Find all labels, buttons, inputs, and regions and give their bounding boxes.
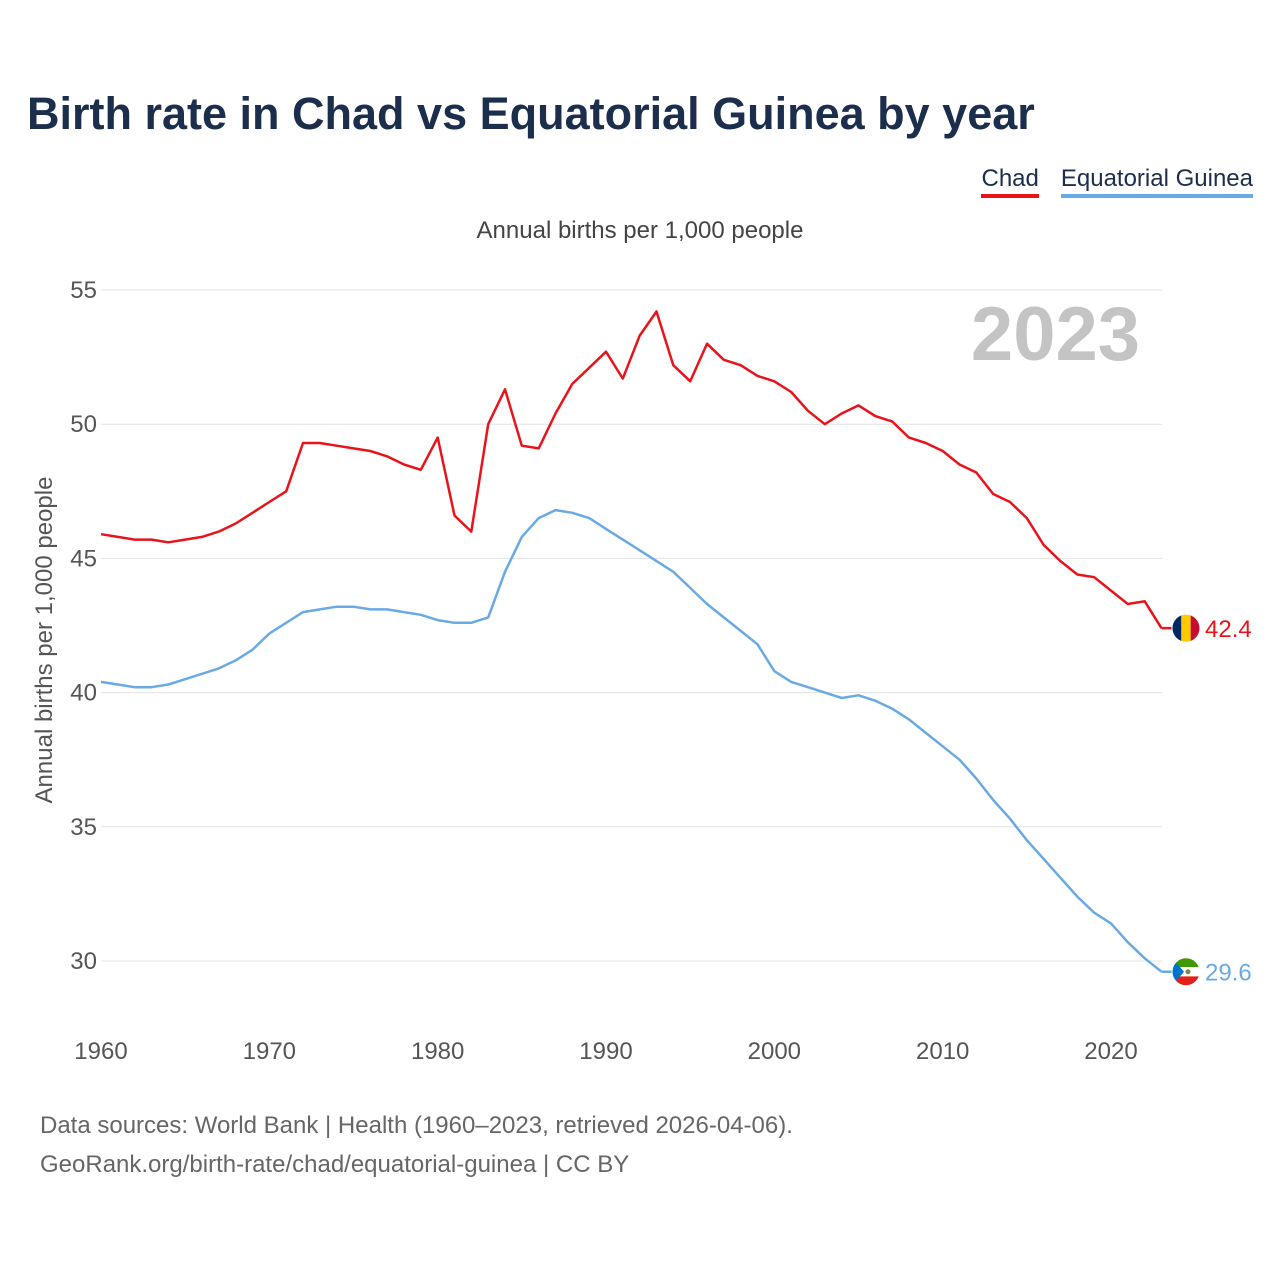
end-markers: 42.4 29.6 [1161, 613, 1252, 987]
series-line-equatorial-guinea [100, 508, 1163, 973]
y-tick-label: 50 [70, 411, 97, 438]
equatorial-guinea-flag-icon [1172, 957, 1200, 986]
chart-subtitle: Annual births per 1,000 people [476, 217, 804, 244]
y-tick-label: 45 [70, 545, 97, 572]
x-tick-label: 1980 [411, 1038, 464, 1065]
series-lines [100, 310, 1163, 973]
y-axis-label: Annual births per 1,000 people [31, 477, 58, 804]
end-value-label: 29.6 [1205, 960, 1252, 987]
legend-item-chad[interactable]: Chad [981, 165, 1039, 198]
y-tick-label: 30 [70, 948, 97, 975]
year-watermark: 2023 [971, 292, 1140, 377]
legend-item-equatorial-guinea[interactable]: Equatorial Guinea [1060, 165, 1253, 198]
y-tick-label: 40 [70, 680, 97, 707]
x-tick-label: 1960 [74, 1038, 127, 1065]
x-tick-label: 2020 [1084, 1038, 1137, 1065]
end-value-label: 42.4 [1205, 616, 1252, 643]
series-line-chad [100, 310, 1163, 629]
source-line-1: Data sources: World Bank | Health (1960–… [40, 1112, 793, 1139]
chad-flag-icon [1172, 614, 1200, 643]
chart-title: Birth rate in Chad vs Equatorial Guinea … [27, 88, 1035, 139]
y-axis-ticks: 30 35 40 45 50 55 [70, 277, 97, 975]
source-note: Data sources: World Bank | Health (1960–… [40, 1106, 793, 1184]
x-tick-label: 2000 [748, 1038, 801, 1065]
x-tick-label: 1970 [243, 1038, 296, 1065]
x-tick-label: 1990 [579, 1038, 632, 1065]
x-tick-label: 2010 [916, 1038, 969, 1065]
x-axis-ticks: 1960 1970 1980 1990 2000 2010 2020 [74, 1038, 1137, 1065]
y-tick-label: 35 [70, 814, 97, 841]
source-line-2[interactable]: GeoRank.org/birth-rate/chad/equatorial-g… [40, 1151, 630, 1178]
y-tick-label: 55 [70, 277, 97, 304]
grid [101, 289, 1162, 962]
legend: Chad Equatorial Guinea [981, 165, 1253, 198]
